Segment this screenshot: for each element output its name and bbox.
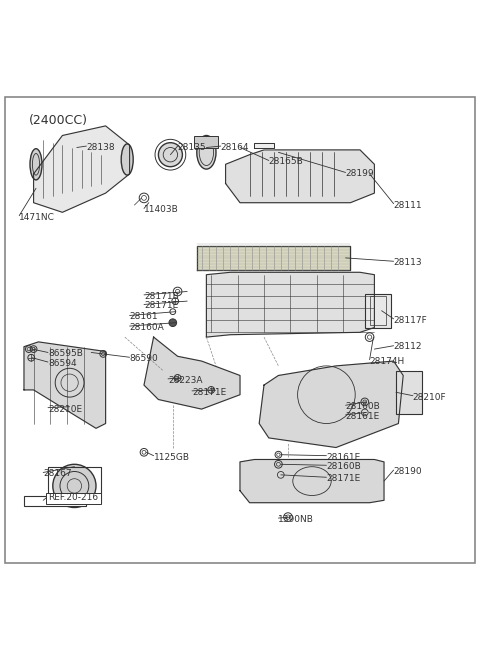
Bar — [370, 296, 386, 325]
Text: 28174H: 28174H — [370, 356, 405, 365]
Bar — [46, 493, 101, 504]
Text: 28161E: 28161E — [346, 412, 380, 421]
Text: 86595B: 86595B — [48, 349, 83, 358]
Bar — [365, 294, 391, 328]
Circle shape — [53, 464, 96, 508]
Text: 28138: 28138 — [86, 143, 115, 152]
Text: 28160B: 28160B — [326, 462, 361, 471]
Polygon shape — [197, 246, 350, 270]
Text: 11403B: 11403B — [144, 206, 179, 214]
Ellipse shape — [121, 144, 133, 175]
Text: 28210E: 28210E — [48, 405, 82, 413]
Polygon shape — [240, 460, 384, 502]
Text: 28223A: 28223A — [168, 376, 203, 384]
Polygon shape — [144, 337, 240, 409]
Text: 28135: 28135 — [178, 143, 206, 152]
Text: 28117F: 28117F — [394, 316, 427, 325]
Text: 28112: 28112 — [394, 342, 422, 351]
Polygon shape — [24, 342, 106, 428]
Text: 28171E: 28171E — [144, 301, 178, 310]
Text: 1390NB: 1390NB — [278, 515, 314, 524]
Text: 28164: 28164 — [221, 143, 249, 152]
Bar — [194, 136, 218, 147]
Bar — [396, 371, 422, 414]
Text: 28190: 28190 — [394, 467, 422, 476]
Text: 86590: 86590 — [130, 354, 158, 364]
Text: 28161E: 28161E — [326, 453, 360, 462]
Text: 28171E: 28171E — [326, 474, 360, 483]
Text: 28210F: 28210F — [413, 392, 446, 402]
Text: 28160A: 28160A — [130, 323, 164, 332]
Text: 28111: 28111 — [394, 200, 422, 210]
Polygon shape — [34, 126, 130, 212]
Polygon shape — [254, 143, 274, 147]
Text: 28167: 28167 — [43, 470, 72, 478]
Text: (2400CC): (2400CC) — [29, 114, 88, 127]
Polygon shape — [206, 272, 374, 337]
Text: 28199: 28199 — [346, 170, 374, 178]
Circle shape — [158, 143, 182, 167]
Text: 1125GB: 1125GB — [154, 453, 190, 462]
Text: 28171B: 28171B — [144, 291, 179, 301]
Circle shape — [169, 319, 177, 327]
Polygon shape — [226, 150, 374, 202]
Ellipse shape — [197, 136, 216, 169]
Bar — [24, 495, 86, 506]
Text: 1471NC: 1471NC — [19, 213, 55, 221]
Text: 28160B: 28160B — [346, 402, 380, 411]
Text: 28113: 28113 — [394, 258, 422, 267]
Text: 28171E: 28171E — [192, 388, 226, 397]
Polygon shape — [259, 361, 403, 447]
Text: 28165B: 28165B — [269, 157, 303, 166]
Ellipse shape — [30, 149, 42, 180]
Text: 86594: 86594 — [48, 359, 77, 368]
Text: REF.20-216: REF.20-216 — [48, 493, 98, 502]
Text: 28161: 28161 — [130, 312, 158, 322]
